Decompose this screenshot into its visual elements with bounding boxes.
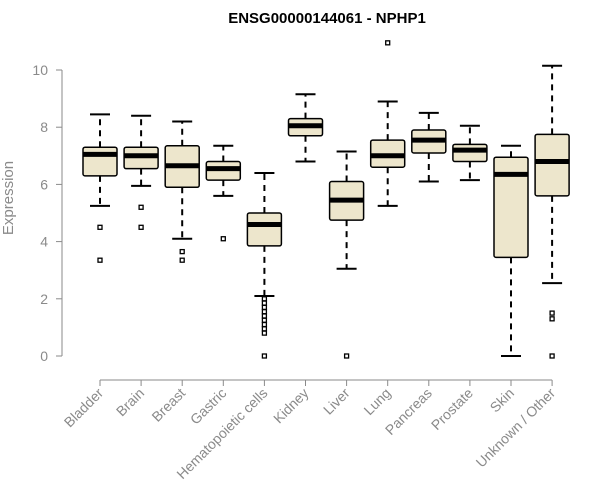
outlier-point: [138, 224, 144, 230]
outlier-point: [549, 310, 555, 316]
y-tick-label: 2: [40, 291, 48, 307]
outlier-point: [261, 330, 268, 336]
outlier-point: [179, 257, 185, 263]
x-tick-label: Skin: [487, 385, 518, 416]
outlier-point: [549, 353, 555, 359]
box-group: [369, 40, 406, 207]
y-tick-label: 6: [40, 176, 48, 192]
outlier-point: [138, 204, 144, 210]
box-group: [287, 93, 324, 163]
box: [534, 133, 570, 197]
box-group: [493, 144, 529, 357]
outlier-point: [97, 224, 103, 230]
box-group: [123, 114, 159, 230]
outlier-point: [261, 313, 268, 319]
x-tick-label: Kidney: [270, 385, 312, 427]
box-group: [82, 113, 118, 263]
y-tick-label: 4: [40, 234, 48, 250]
x-tick-label: Lung: [360, 385, 393, 418]
box-group: [246, 171, 283, 359]
outlier-point: [261, 317, 268, 323]
box-group: [452, 124, 488, 182]
y-tick-label: 8: [40, 119, 48, 135]
outlier-point: [343, 353, 350, 359]
box: [493, 156, 529, 259]
plot-area: [82, 40, 570, 359]
outlier-point: [261, 309, 268, 315]
box-group: [164, 120, 200, 263]
outlier-point: [385, 40, 391, 46]
box: [452, 143, 488, 163]
y-tick-label: 10: [32, 62, 48, 78]
outlier-point: [549, 316, 555, 322]
box: [82, 146, 118, 177]
outlier-point: [261, 326, 268, 332]
outlier-point: [97, 257, 103, 263]
x-tick-label: Liver: [320, 385, 353, 418]
x-tick-label: Prostate: [428, 385, 476, 433]
x-tick-label: Breast: [148, 385, 188, 425]
outlier-point: [261, 300, 268, 306]
box-group: [328, 150, 365, 359]
y-axis-label: Expression: [0, 161, 17, 235]
box-group: [534, 64, 570, 359]
y-axis: 0 2 4 6 8 10: [32, 62, 63, 364]
x-tick-label: Bladder: [61, 385, 107, 431]
outlier-point: [179, 248, 185, 255]
box: [246, 212, 283, 247]
box-group: [411, 111, 447, 183]
outlier-point: [261, 296, 268, 302]
outlier-point: [261, 321, 268, 328]
outlier-point: [261, 353, 268, 359]
y-tick-label: 0: [40, 348, 48, 364]
outlier-point: [261, 304, 268, 311]
outlier-point: [220, 236, 226, 242]
box-group: [205, 144, 242, 242]
chart-title: ENSG00000144061 - NPHP1: [228, 10, 426, 27]
x-tick-label: Brain: [113, 385, 147, 419]
